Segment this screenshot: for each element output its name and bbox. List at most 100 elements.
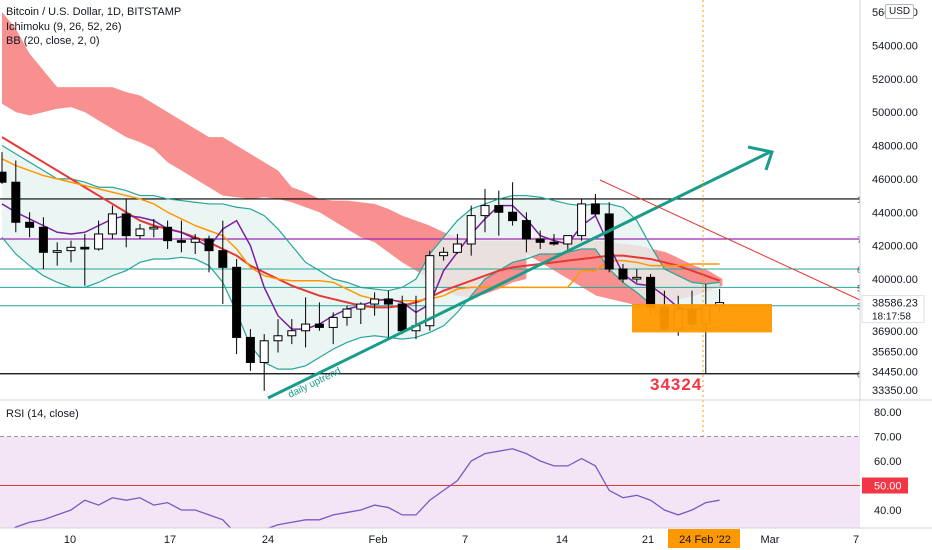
- candle: [466, 205, 476, 256]
- candle: [38, 217, 48, 270]
- candle-body: [301, 323, 311, 332]
- candle: [135, 223, 145, 239]
- price-tick-label: 33350.00: [872, 385, 918, 397]
- crosshair-date-label: 24 Feb '22: [679, 534, 731, 546]
- price-tick-label: 54000.00: [872, 40, 918, 52]
- candle-body: [94, 233, 104, 250]
- candle-body: [0, 171, 7, 183]
- candle: [94, 220, 104, 251]
- candle-body: [452, 243, 462, 253]
- candle-body: [383, 298, 393, 305]
- candle: [107, 205, 117, 239]
- candle-body: [370, 298, 380, 305]
- cloud-bearish: [2, 12, 527, 298]
- candle-body: [494, 205, 504, 213]
- currency-badge[interactable]: USD: [885, 4, 915, 19]
- candle: [439, 247, 449, 261]
- candle: [494, 190, 504, 236]
- candle: [328, 312, 338, 345]
- ichimoku-legend[interactable]: Ichimoku (9, 26, 52, 26): [6, 21, 122, 33]
- candle: [508, 182, 518, 226]
- rsi-current-tag: [862, 477, 908, 494]
- time-tick-label: 21: [642, 534, 654, 546]
- candle: [218, 220, 228, 305]
- candle: [604, 202, 614, 273]
- candle: [590, 193, 600, 216]
- candle-body: [646, 276, 656, 308]
- candle: [301, 297, 311, 348]
- time-tick-label: 7: [462, 534, 468, 546]
- candle-body: [259, 340, 269, 363]
- candle-body: [204, 238, 214, 252]
- rsi-tick-label: 80.00: [874, 407, 902, 419]
- symbol-title[interactable]: Bitcoin / U.S. Dollar, 1D, BITSTAMP: [6, 6, 182, 18]
- candle: [0, 152, 7, 184]
- candle: [549, 233, 559, 246]
- price-tick-label: 48000.00: [872, 141, 918, 153]
- candle: [52, 242, 62, 266]
- bollinger-band-fill: [2, 145, 720, 370]
- rsi-tick-label: 60.00: [874, 456, 902, 468]
- candle-body: [52, 250, 62, 253]
- candle-body: [466, 215, 476, 245]
- candle-body: [121, 213, 131, 237]
- rsi-current-label: 50.00: [874, 481, 902, 493]
- ichimoku-cloud: [2, 12, 723, 370]
- candle-body: [149, 226, 159, 230]
- time-tick-label: 10: [64, 534, 76, 546]
- rsi-axis-bg: [860, 401, 932, 530]
- candle-body: [135, 228, 145, 237]
- time-tick-label: 24: [262, 534, 274, 546]
- candle: [259, 334, 269, 391]
- price-tick-label: 52000.00: [872, 74, 918, 86]
- candle: [176, 220, 186, 253]
- rsi-pane[interactable]: 80.00 70.00 60.00 40.00 50.00: [0, 399, 932, 541]
- time-tick-label: 17: [164, 534, 176, 546]
- last-price-label: 38586.23: [872, 298, 918, 310]
- price-tick-label: 44000.00: [872, 207, 918, 219]
- candle: [342, 305, 352, 326]
- candle-body: [163, 226, 173, 242]
- candle-body: [356, 303, 366, 310]
- price-tick-label: 42000.00: [872, 241, 918, 253]
- rsi-legend[interactable]: RSI (14, close): [6, 408, 79, 420]
- candle-body: [287, 330, 297, 337]
- resistance-line: [599, 179, 861, 301]
- price-tick-label: 46000.00: [872, 174, 918, 186]
- candle-body: [521, 220, 531, 240]
- candle-body: [314, 323, 324, 328]
- candle: [80, 233, 90, 286]
- candle: [618, 264, 628, 283]
- candle: [383, 290, 393, 338]
- candle: [287, 319, 297, 345]
- candle: [163, 220, 173, 249]
- price-tick-label: 36900.00: [872, 326, 918, 338]
- candle-body: [342, 308, 352, 318]
- candle: [577, 198, 587, 241]
- candle: [66, 240, 76, 263]
- candle-body: [218, 250, 228, 268]
- price-tick-label: 50000.00: [872, 107, 918, 119]
- time-axis[interactable]: 10 17 24 Feb 7 14 21 24 Feb '22 Mar 7: [0, 527, 932, 550]
- candle: [356, 302, 366, 325]
- candle-body: [632, 276, 642, 280]
- candle: [452, 233, 462, 254]
- candle-body: [549, 241, 559, 245]
- price-tick-label: 34450.00: [872, 367, 918, 379]
- bb-legend[interactable]: BB (20, close, 2, 0): [6, 35, 100, 47]
- time-tick-label: Mar: [761, 534, 780, 546]
- candle-body: [273, 335, 283, 342]
- candle-body: [439, 251, 449, 257]
- candle-body: [11, 181, 21, 223]
- support-box: [632, 304, 772, 333]
- candle-body: [80, 246, 90, 250]
- candle-body: [190, 238, 200, 243]
- candle: [480, 188, 490, 233]
- candle-body: [590, 203, 600, 215]
- candle-body: [176, 240, 186, 243]
- crosshair-date-tag: [668, 529, 740, 548]
- candle: [232, 258, 242, 355]
- candle-body: [328, 316, 338, 328]
- candle-body: [618, 268, 628, 280]
